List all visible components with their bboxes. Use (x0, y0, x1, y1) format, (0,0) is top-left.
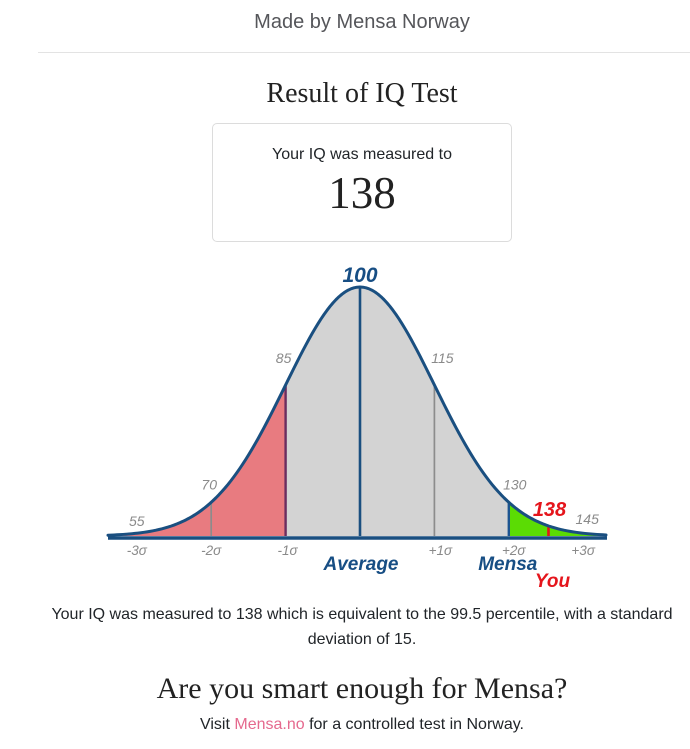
site-header-text: Made by Mensa Norway (254, 11, 470, 33)
result-summary: Your IQ was measured to 138 which is equ… (51, 606, 673, 648)
page-title: Result of IQ Test (266, 78, 458, 109)
cta-heading: Are you smart enough for Mensa? (156, 672, 568, 705)
cta-line: Visit Mensa.no for a controlled test in … (0, 716, 690, 734)
iq-label-55: 55 (129, 513, 145, 529)
site-header: Made by Mensa Norway (0, 0, 690, 37)
result-box: Your IQ was measured to 138 (212, 123, 512, 242)
axis-tick-1: +1σ (429, 543, 453, 558)
cta-suffix: for a controlled test in Norway. (304, 716, 524, 733)
result-label: Your IQ was measured to (272, 146, 452, 163)
annotation-you: You (535, 571, 571, 592)
bell-curve (106, 285, 608, 537)
bell-curve-svg: 55 70 85 100 115 130 138 145 -3σ -2σ -1σ +1σ +2σ +3σ A… (106, 264, 608, 592)
mensa-link[interactable]: Mensa.no (234, 716, 305, 733)
page: Made by Mensa Norway Result of IQ Test Y… (0, 0, 690, 734)
iq-label-115: 115 (431, 350, 454, 366)
iq-label-138: 138 (533, 499, 567, 521)
iq-label-145: 145 (576, 511, 600, 527)
iq-label-130: 130 (503, 476, 527, 492)
axis-tick--3: -3σ (127, 543, 148, 558)
cta-prefix: Visit (199, 716, 235, 733)
region-average-band (285, 287, 509, 536)
iq-distribution-chart: 55 70 85 100 115 130 138 145 -3σ -2σ -1σ +1σ +2σ +3σ A… (90, 253, 610, 598)
iq-label-85: 85 (276, 350, 292, 366)
axis-tick-3: +3σ (571, 543, 595, 558)
axis-tick--2: -2σ (201, 543, 222, 558)
region-mensa-band (508, 502, 607, 536)
header-divider (38, 52, 690, 53)
annotation-average: Average (323, 554, 399, 575)
annotation-mensa: Mensa (478, 554, 538, 575)
axis-tick--1: -1σ (278, 543, 299, 558)
result-value: 138 (328, 168, 396, 218)
iq-label-70: 70 (201, 476, 217, 492)
region-left-tail (108, 384, 286, 536)
iq-label-100: 100 (342, 264, 377, 287)
axis-tick-2: +2σ (502, 543, 526, 558)
